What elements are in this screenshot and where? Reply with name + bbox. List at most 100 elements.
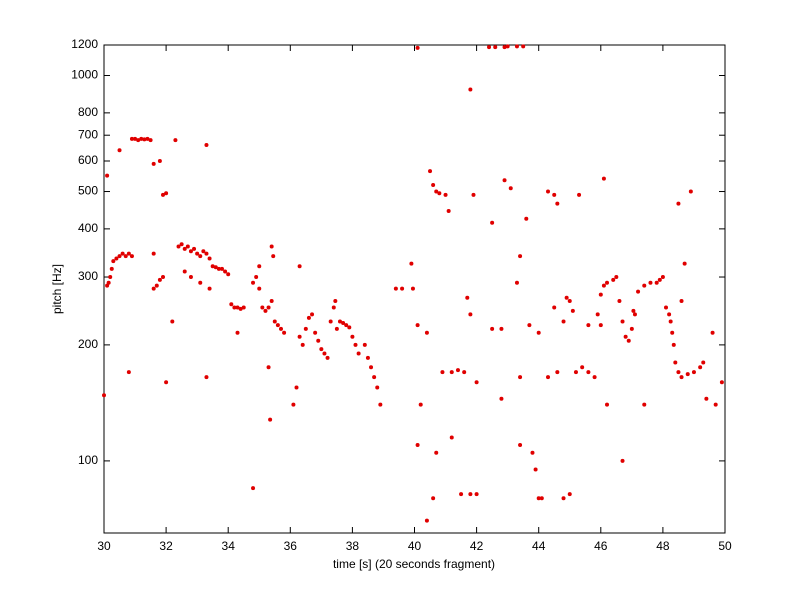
- point: [499, 396, 504, 401]
- point: [164, 380, 169, 385]
- point: [527, 323, 532, 328]
- point: [333, 298, 338, 303]
- point: [586, 370, 591, 375]
- point: [434, 189, 439, 194]
- point: [164, 191, 169, 196]
- point: [468, 312, 473, 317]
- point: [642, 402, 647, 407]
- point: [375, 385, 380, 390]
- y-tick-label: 1000: [71, 68, 98, 82]
- point: [533, 467, 538, 472]
- point: [673, 360, 678, 365]
- point: [260, 305, 265, 310]
- point: [552, 305, 557, 310]
- point: [350, 334, 355, 339]
- point: [278, 326, 283, 331]
- point: [188, 275, 193, 280]
- point: [567, 492, 572, 497]
- point: [133, 136, 138, 141]
- point: [440, 370, 445, 375]
- point: [257, 264, 262, 269]
- point: [493, 45, 498, 50]
- point: [524, 216, 529, 221]
- point: [126, 251, 131, 256]
- point: [129, 136, 134, 141]
- point: [434, 450, 439, 455]
- point: [660, 275, 665, 280]
- point: [710, 330, 715, 335]
- point: [462, 370, 467, 375]
- point: [353, 342, 358, 347]
- point: [106, 280, 111, 285]
- point: [185, 244, 190, 249]
- point: [431, 496, 436, 501]
- point: [499, 326, 504, 331]
- point: [198, 280, 203, 285]
- point: [530, 450, 535, 455]
- x-tick-label: 38: [346, 539, 360, 553]
- y-tick-label: 800: [78, 105, 98, 119]
- point: [297, 334, 302, 339]
- point: [654, 280, 659, 285]
- point: [235, 330, 240, 335]
- point: [306, 315, 311, 320]
- point: [514, 44, 519, 49]
- point: [362, 342, 367, 347]
- point: [176, 244, 181, 249]
- point: [577, 192, 582, 197]
- point: [518, 375, 523, 380]
- point: [567, 298, 572, 303]
- point: [601, 283, 606, 288]
- point: [213, 265, 218, 270]
- point: [592, 375, 597, 380]
- point: [142, 137, 147, 142]
- point: [272, 319, 277, 324]
- point: [139, 136, 144, 141]
- point: [676, 370, 681, 375]
- point: [632, 312, 637, 317]
- point: [114, 256, 119, 261]
- point: [409, 261, 414, 266]
- point: [468, 492, 473, 497]
- y-tick-label: 1200: [71, 37, 98, 51]
- point: [415, 323, 420, 328]
- y-tick-label: 700: [78, 127, 98, 141]
- point: [474, 380, 479, 385]
- point: [157, 277, 162, 282]
- y-tick-label: 500: [78, 184, 98, 198]
- point: [102, 393, 106, 398]
- point: [474, 492, 479, 497]
- point: [682, 261, 687, 266]
- point: [365, 355, 370, 360]
- point: [676, 201, 681, 206]
- point: [173, 138, 178, 143]
- point: [393, 286, 398, 291]
- point: [671, 342, 676, 347]
- point: [586, 323, 591, 328]
- point: [229, 302, 234, 307]
- point: [160, 192, 165, 197]
- point: [611, 277, 616, 282]
- point: [564, 295, 569, 300]
- point: [605, 402, 610, 407]
- point: [238, 306, 243, 311]
- point: [195, 251, 200, 256]
- point: [668, 319, 673, 324]
- point: [182, 269, 187, 274]
- point: [598, 292, 603, 297]
- point: [108, 275, 113, 280]
- x-tick-label: 44: [532, 539, 546, 553]
- point: [266, 305, 271, 310]
- point: [204, 375, 209, 380]
- point: [580, 365, 585, 370]
- point: [629, 326, 634, 331]
- point: [341, 320, 346, 325]
- point: [347, 325, 352, 330]
- point: [468, 87, 473, 92]
- point: [300, 342, 305, 347]
- point: [148, 138, 153, 143]
- point: [701, 360, 706, 365]
- point: [437, 191, 442, 196]
- point: [210, 264, 215, 269]
- point: [372, 375, 377, 380]
